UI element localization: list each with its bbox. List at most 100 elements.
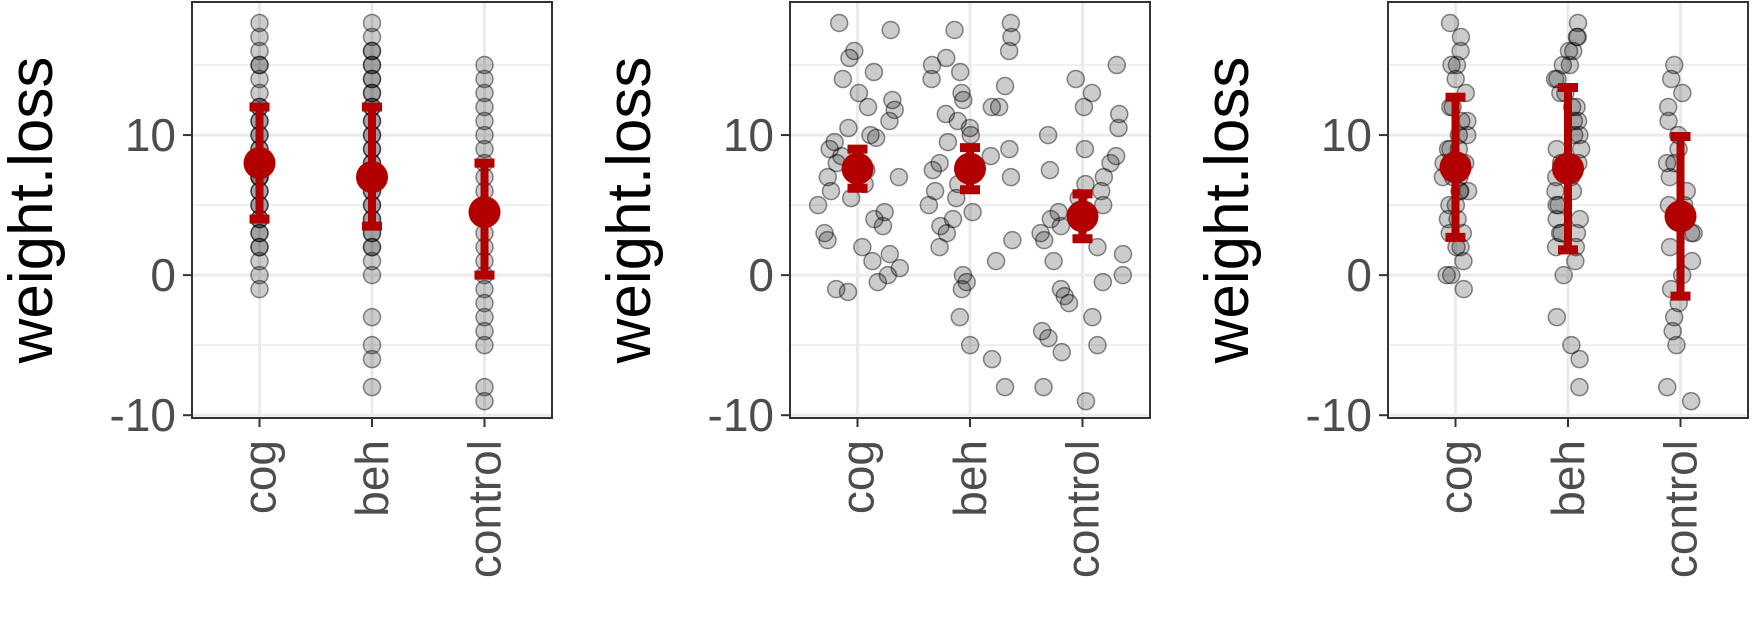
data-point: [1059, 293, 1079, 313]
data-point: [362, 41, 382, 61]
data-point: [1040, 160, 1060, 180]
data-point: [889, 167, 909, 187]
data-point: [922, 69, 941, 89]
data-point: [1681, 391, 1701, 411]
data-point: [995, 377, 1015, 397]
data-point: [362, 27, 382, 47]
data-point: [1001, 167, 1021, 187]
data-point: [881, 20, 900, 40]
mean-point: [356, 161, 388, 194]
data-point: [815, 223, 834, 243]
data-point: [362, 265, 382, 285]
data-point: [362, 69, 382, 89]
data-point: [960, 335, 980, 355]
data-point: [1667, 335, 1686, 355]
data-point: [868, 272, 888, 292]
data-point: [250, 69, 269, 89]
data-point: [866, 128, 886, 148]
data-point: [861, 125, 880, 145]
data-point: [864, 62, 884, 82]
x-tick-label: control: [1057, 440, 1109, 578]
data-point: [1446, 69, 1465, 89]
data-point: [1088, 237, 1107, 257]
data-point: [981, 146, 1001, 166]
y-tick-label: 10: [125, 109, 176, 161]
data-point: [250, 55, 269, 75]
data-point: [945, 20, 964, 40]
data-point: [250, 55, 269, 75]
data-point: [880, 244, 900, 264]
x-tick-label: cog: [234, 440, 286, 514]
data-point: [250, 237, 269, 257]
data-point: [839, 118, 858, 138]
data-point: [1454, 251, 1473, 271]
data-point: [1088, 335, 1107, 355]
data-point: [863, 251, 882, 271]
data-point: [362, 251, 382, 271]
data-point: [1657, 377, 1677, 397]
data-point: [1451, 41, 1470, 61]
data-point: [475, 111, 494, 131]
data-point: [250, 223, 269, 243]
data-point: [250, 27, 269, 47]
data-point: [858, 97, 878, 117]
data-point: [826, 279, 846, 299]
data-point: [923, 160, 943, 180]
mean-point: [1066, 200, 1099, 233]
data-point: [878, 265, 898, 285]
data-point: [362, 55, 382, 75]
data-point: [1560, 55, 1580, 75]
data-point: [1454, 279, 1473, 299]
data-point: [1002, 27, 1021, 47]
data-point: [1052, 342, 1071, 362]
data-point: [1038, 125, 1058, 145]
data-point: [1458, 181, 1478, 201]
data-point: [362, 335, 382, 355]
data-point: [1673, 83, 1692, 103]
mean-point: [954, 152, 986, 185]
data-point: [1660, 237, 1680, 257]
data-point: [1076, 391, 1096, 411]
data-point: [1106, 146, 1126, 166]
data-point: [1570, 349, 1589, 369]
data-point: [475, 55, 494, 75]
data-point: [873, 216, 893, 236]
data-point: [849, 83, 869, 103]
panel-3: -10 0 10 cog beh control weight.loss: [1193, 1, 1749, 578]
data-point: [475, 139, 494, 159]
y-tick-label: -10: [1306, 389, 1372, 441]
data-point: [362, 237, 382, 257]
mean-point: [468, 196, 501, 229]
data-point: [362, 83, 382, 103]
y-tick-label: -10: [110, 389, 176, 441]
data-point: [1066, 69, 1086, 89]
data-point: [1031, 223, 1050, 243]
data-point: [1440, 13, 1460, 33]
data-point: [875, 202, 894, 222]
data-point: [1051, 216, 1071, 236]
data-point: [475, 377, 494, 397]
data-point: [362, 13, 382, 33]
x-tick-label: cog: [1430, 440, 1482, 514]
data-point: [1441, 265, 1461, 285]
data-point: [1563, 41, 1583, 61]
data-point: [1554, 265, 1573, 285]
data-point: [1665, 55, 1684, 75]
data-point: [1567, 27, 1587, 47]
mean-point: [243, 147, 276, 180]
data-point: [362, 307, 382, 327]
data-point: [1547, 307, 1567, 327]
y-tick-label: 0: [150, 249, 176, 301]
data-point: [982, 349, 1002, 369]
data-point: [1074, 97, 1094, 117]
data-point: [1044, 251, 1063, 271]
data-point: [808, 195, 828, 215]
x-tick-label: control: [1655, 440, 1707, 578]
data-point: [1568, 27, 1588, 47]
data-point: [1101, 153, 1120, 173]
data-point: [960, 118, 980, 138]
data-point: [1039, 328, 1058, 348]
data-point: [1570, 377, 1589, 397]
mean-point: [841, 152, 874, 185]
data-point: [1109, 104, 1129, 124]
